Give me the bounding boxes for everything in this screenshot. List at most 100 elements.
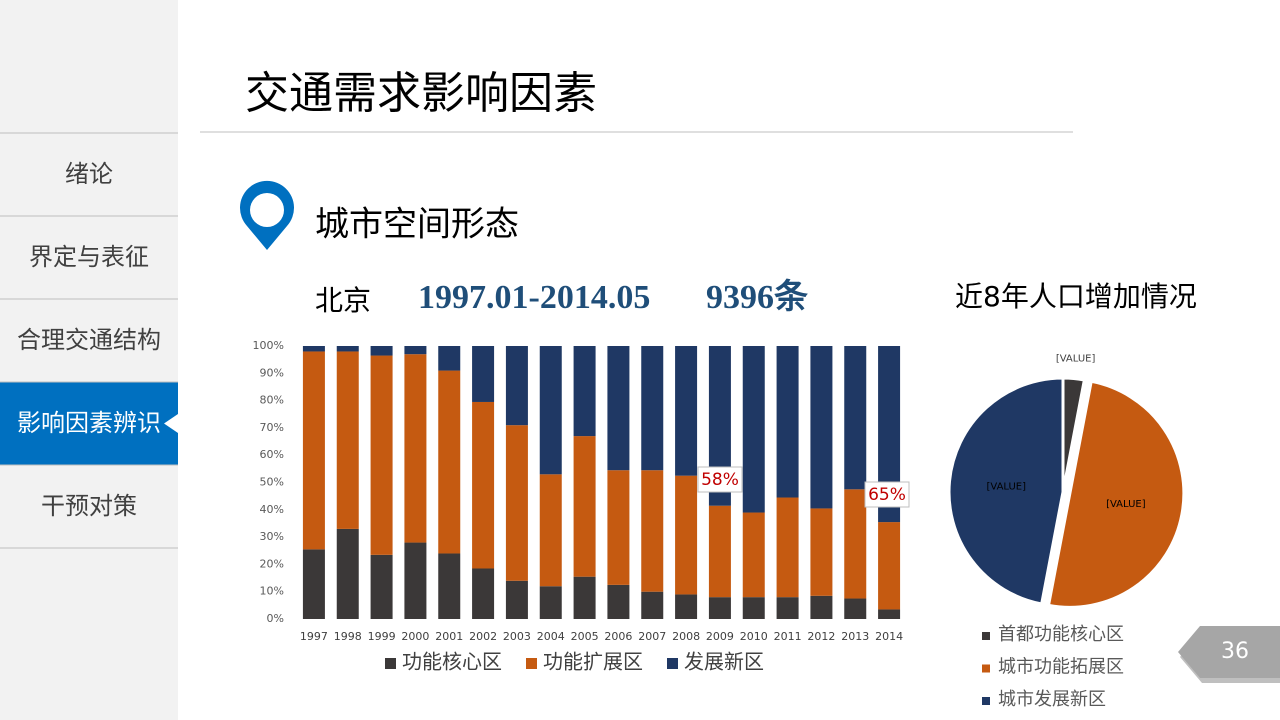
data-label: [VALUE] <box>986 482 1026 493</box>
bar-segment <box>438 346 461 371</box>
x-tick-label: 2014 <box>875 630 903 643</box>
bar-segment <box>404 354 427 543</box>
legend-swatch <box>982 632 990 640</box>
y-tick-label: 80% <box>260 394 284 407</box>
sidebar-item[interactable]: 绪论 <box>65 160 113 188</box>
x-tick-label: 2000 <box>401 630 429 643</box>
y-tick-label: 90% <box>260 366 284 379</box>
bar-segment <box>810 508 833 596</box>
bar-segment <box>810 346 833 509</box>
city: 北京 <box>315 284 371 317</box>
bar-segment <box>878 522 901 610</box>
x-tick-label: 2013 <box>841 630 869 643</box>
x-tick-label: 2006 <box>604 630 632 643</box>
bar-segment <box>607 470 630 585</box>
bar-segment <box>404 346 427 355</box>
bar-segment <box>641 470 664 592</box>
y-tick-label: 30% <box>260 530 284 543</box>
bar-segment <box>675 346 698 476</box>
pin-icon <box>240 180 294 250</box>
bar-segment <box>844 489 867 599</box>
bar-segment <box>472 568 495 619</box>
x-tick-label: 2012 <box>807 630 835 643</box>
x-tick-label: 2009 <box>706 630 734 643</box>
bar-segment <box>539 586 562 619</box>
sidebar-item[interactable]: 干预对策 <box>41 492 137 520</box>
data-label: [VALUE] <box>1056 354 1096 365</box>
bar-segment <box>641 591 664 619</box>
legend-label: 首都功能核心区 <box>998 624 1124 644</box>
legend-label: 发展新区 <box>684 651 764 674</box>
x-tick-label: 2010 <box>740 630 768 643</box>
bar-segment <box>573 576 596 619</box>
y-tick-label: 0% <box>267 612 284 625</box>
bar-segment <box>742 597 765 619</box>
legend-swatch <box>667 658 678 669</box>
bar-segment <box>438 553 461 619</box>
sidebar-item[interactable]: 合理交通结构 <box>17 326 161 354</box>
bar-segment <box>302 549 325 619</box>
y-tick-label: 70% <box>260 421 284 434</box>
bar-segment <box>404 542 427 619</box>
bar-segment <box>573 436 596 577</box>
y-tick-label: 50% <box>260 476 284 489</box>
bar-segment <box>776 597 799 619</box>
x-tick-label: 2005 <box>571 630 599 643</box>
bar-segment <box>607 584 630 619</box>
bar-segment <box>505 425 528 581</box>
bar-segment <box>776 497 799 598</box>
x-tick-label: 1999 <box>368 630 396 643</box>
data-label: [VALUE] <box>1106 499 1146 510</box>
bar-segment <box>878 346 901 523</box>
annotation: 65% <box>868 485 906 505</box>
annotation-box <box>864 481 910 508</box>
x-tick-label: 1997 <box>300 630 328 643</box>
x-tick-label: 2007 <box>638 630 666 643</box>
slide-title: 交通需求影响因素 <box>245 68 597 119</box>
period: 1997.01-2014.05 <box>418 279 650 316</box>
legend-label: 功能核心区 <box>402 651 502 674</box>
sidebar-item[interactable]: 影响因素辨识 <box>17 409 161 437</box>
y-tick-label: 10% <box>260 585 284 598</box>
y-tick-label: 40% <box>260 503 284 516</box>
legend-swatch <box>526 658 537 669</box>
active-pointer <box>164 414 178 433</box>
bar-segment <box>539 474 562 587</box>
bar-segment <box>742 512 765 598</box>
sidebar <box>0 0 178 720</box>
pie-slice <box>947 376 1065 606</box>
sidebar-active <box>0 382 178 465</box>
bar-segment <box>878 609 901 619</box>
bar-segment <box>844 346 867 490</box>
y-tick-label: 100% <box>253 339 284 352</box>
bar-segment <box>708 346 731 506</box>
x-tick-label: 2008 <box>672 630 700 643</box>
sidebar-item[interactable]: 界定与表征 <box>29 243 149 271</box>
bar-segment <box>844 598 867 619</box>
bar-segment <box>302 351 325 550</box>
bar-segment <box>505 580 528 619</box>
legend-label: 城市功能拓展区 <box>998 657 1124 677</box>
count: 9396条 <box>706 278 808 316</box>
bar-segment <box>336 346 359 352</box>
bar-segment <box>776 346 799 498</box>
bar-segment <box>708 505 731 598</box>
x-tick-label: 2001 <box>435 630 463 643</box>
bar-segment <box>675 475 698 595</box>
bar-segment <box>810 595 833 619</box>
bar-segment <box>370 554 393 619</box>
bar-segment <box>438 370 461 554</box>
legend-swatch <box>982 697 990 705</box>
bar-segment <box>472 346 495 402</box>
y-tick-label: 20% <box>260 557 284 570</box>
pie-slice <box>1046 379 1186 609</box>
page-number-tag: 36 <box>1178 626 1280 683</box>
bar-segment <box>336 351 359 529</box>
legend-swatch <box>982 664 990 673</box>
bar-segment <box>641 346 664 471</box>
bar-segment <box>370 355 393 555</box>
bar-segment <box>505 346 528 426</box>
bar-segment <box>573 346 596 437</box>
